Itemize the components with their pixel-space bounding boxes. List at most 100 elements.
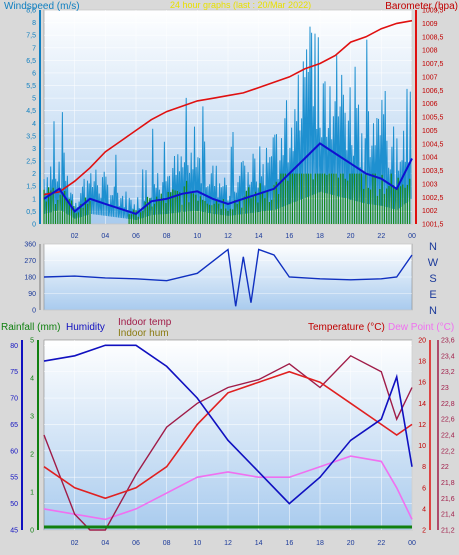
humidity-y-tick: 50: [10, 501, 18, 508]
temp-x-tick: 04: [101, 540, 109, 547]
temp-x-tick: 20: [347, 540, 355, 547]
barometer-y-tick: 1009: [422, 21, 438, 28]
temp-x-tick: 14: [255, 540, 263, 547]
temp-x-tick: 00: [408, 540, 416, 547]
temp-y-tick: 2: [422, 528, 426, 535]
wind-x-tick: 02: [71, 233, 79, 240]
barometer-y-tick: 1007: [422, 74, 438, 81]
indoor-y-tick: 21,2: [441, 528, 455, 535]
rain-y-tick: 3: [30, 414, 34, 421]
wind-y-tick: 8: [32, 20, 36, 27]
temp-y-tick: 16: [418, 380, 426, 387]
wind-y-tick: 6,5: [26, 58, 36, 65]
temp-x-tick: 22: [377, 540, 385, 547]
indoor-y-tick: 21,4: [441, 512, 455, 519]
humidity-y-tick: 60: [10, 448, 18, 455]
direction-y-tick: 180: [24, 275, 36, 282]
humidity-y-tick: 80: [10, 343, 18, 350]
wind-y-tick: 5: [32, 96, 36, 103]
temp-y-tick: 10: [418, 443, 426, 450]
barometer-y-tick: 1002,5: [422, 195, 444, 202]
wind-y-tick: 4: [32, 121, 36, 128]
temp-x-tick: 18: [316, 540, 324, 547]
indoor-y-tick: 22,2: [441, 448, 455, 455]
indoor-y-tick: 23: [441, 385, 449, 392]
wind-x-tick: 20: [347, 233, 355, 240]
dew-point-line: [43, 455, 413, 521]
indoor-y-tick: 22: [441, 464, 449, 471]
temp-y-tick: 14: [418, 401, 426, 408]
compass-letter: N: [429, 305, 437, 317]
temp-x-tick: 12: [224, 540, 232, 547]
humidity-y-tick: 65: [10, 422, 18, 429]
wind-y-tick: 1,5: [26, 184, 36, 191]
direction-y-tick: 360: [24, 242, 36, 249]
wind-x-tick: 06: [132, 233, 140, 240]
indoor-y-tick: 21,6: [441, 496, 455, 503]
temp-x-tick: 06: [132, 540, 140, 547]
temperature-line: [43, 370, 413, 500]
barometer-line: [43, 19, 413, 196]
barometer-y-tick: 1002: [422, 208, 438, 215]
direction-y-tick: 0: [32, 308, 36, 315]
barometer-y-tick: 1007,5: [422, 61, 444, 68]
wind-x-tick: 00: [408, 233, 416, 240]
dew-point-label: Dew Point (°C): [388, 322, 454, 333]
wind-x-tick: 10: [193, 233, 201, 240]
wind-x-tick: 22: [377, 233, 385, 240]
wind-y-tick: 0,5: [26, 209, 36, 216]
humidity-y-tick: 70: [10, 396, 18, 403]
windspeed-label: Windspeed (m/s): [4, 1, 80, 12]
temp-y-tick: 20: [418, 338, 426, 345]
barometer-y-tick: 1003: [422, 181, 438, 188]
humidity-y-tick: 55: [10, 475, 18, 482]
temp-y-tick: 12: [418, 422, 426, 429]
wind-y-tick: 5,5: [26, 83, 36, 90]
wind-y-tick: 3,5: [26, 133, 36, 140]
barometer-y-tick: 1009,5: [422, 8, 444, 15]
temp-x-tick: 02: [71, 540, 79, 547]
compass-letter: E: [429, 289, 436, 301]
wind-y-tick: 2: [32, 171, 36, 178]
rain-y-tick: 1: [30, 490, 34, 497]
direction-y-tick: 270: [24, 258, 36, 265]
compass-letter: W: [428, 257, 439, 269]
wind-avg-line: [43, 142, 413, 216]
barometer-label: Barometer (hpa): [385, 1, 458, 12]
indoor-y-tick: 22,8: [441, 401, 455, 408]
temp-x-tick: 10: [193, 540, 201, 547]
temp-y-tick: 4: [422, 506, 426, 513]
temp-y-tick: 8: [422, 464, 426, 471]
rain-y-tick: 4: [30, 376, 34, 383]
rain-y-tick: 0: [30, 528, 34, 535]
rain-y-tick: 5: [30, 338, 34, 345]
wind-y-tick: 0: [32, 222, 36, 229]
barometer-y-tick: 1005: [422, 128, 438, 135]
temp-y-tick: 6: [422, 485, 426, 492]
wind-y-tick: 2,5: [26, 159, 36, 166]
wind-y-tick: 4,5: [26, 108, 36, 115]
barometer-y-tick: 1003,5: [422, 168, 444, 175]
indoor-temp-label: Indoor temp: [118, 317, 172, 328]
barometer-y-tick: 1008: [422, 48, 438, 55]
wind-x-tick: 16: [285, 233, 293, 240]
direction-y-tick: 90: [28, 291, 36, 298]
rainfall-label: Rainfall (mm): [1, 322, 60, 333]
indoor-y-tick: 23,2: [441, 369, 455, 376]
barometer-y-tick: 1008,5: [422, 34, 444, 41]
wind-x-tick: 14: [255, 233, 263, 240]
barometer-y-tick: 1004: [422, 155, 438, 162]
barometer-y-tick: 1006,5: [422, 88, 444, 95]
chart-title: 24 hour graphs (last : 20/Mar 2022): [170, 0, 311, 10]
wind-y-tick: 7,5: [26, 33, 36, 40]
humidity-y-tick: 75: [10, 369, 18, 376]
barometer-y-tick: 1006: [422, 101, 438, 108]
wind-direction-line: [43, 248, 413, 307]
temperature-label: Temperature (°C): [308, 322, 385, 333]
wind-y-tick: 3: [32, 146, 36, 153]
indoor-y-tick: 22,6: [441, 417, 455, 424]
indoor-hum-label: Indoor hum: [118, 328, 169, 339]
compass-letter: S: [429, 273, 436, 285]
